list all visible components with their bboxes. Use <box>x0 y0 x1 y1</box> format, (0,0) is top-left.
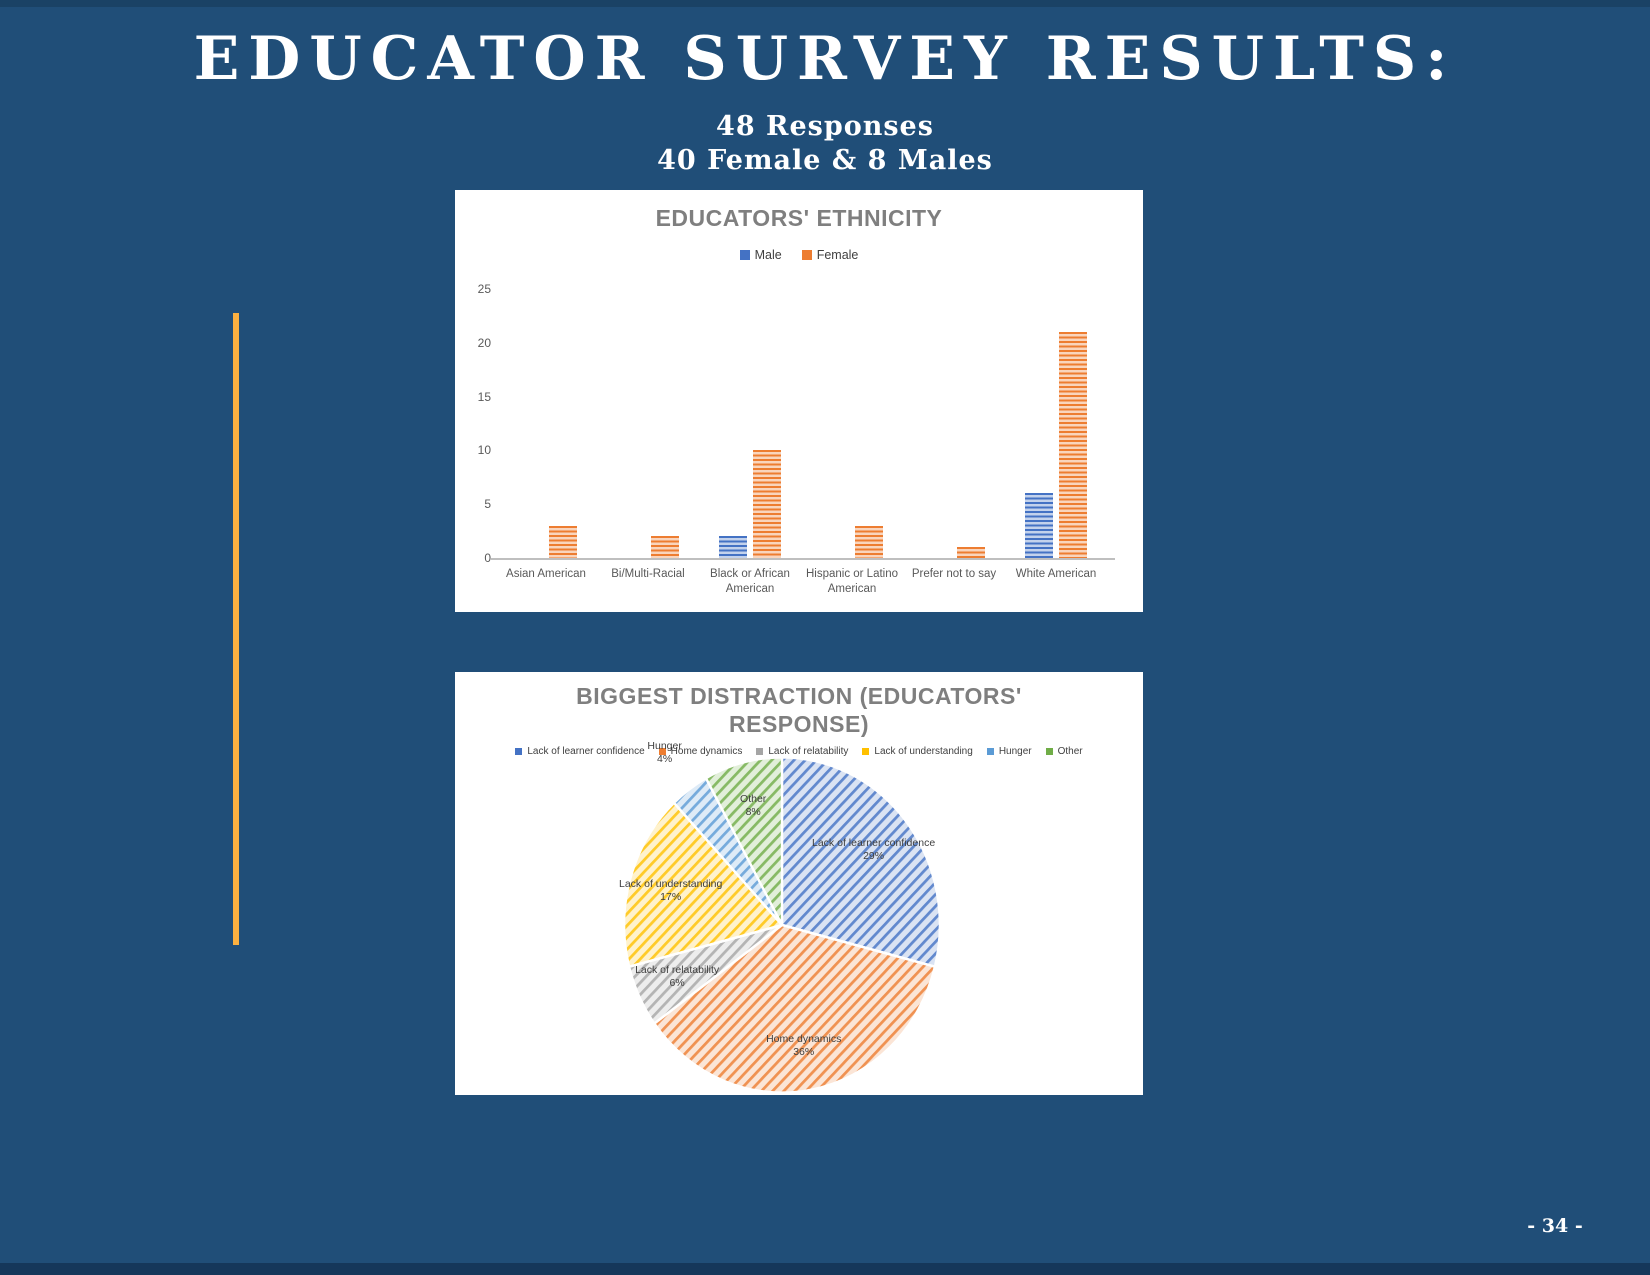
pie-slice-label-pct: 36% <box>793 1045 815 1058</box>
pie-chart-area: Lack of learner confidence 29% Home dynami… <box>455 672 1143 1095</box>
pie-slice-label-pct: 17% <box>660 890 682 903</box>
pie-legend-swatch-5 <box>1045 748 1053 755</box>
bar-chart-plot: 0 5 10 15 20 25 Asian American Bi/Multi-Racial B… <box>455 190 1143 612</box>
pie-legend-label: Other <box>1057 746 1083 757</box>
bar-chart-title: EDUCATORS' ETHNICITY <box>655 205 943 231</box>
pie-slice-1 <box>652 923 937 1094</box>
pie-legend-label: Lack of understanding <box>874 746 973 757</box>
accent-line <box>233 313 239 945</box>
bar-male-5 <box>1025 493 1053 558</box>
bar-chart-legend: Male Female <box>455 248 1143 262</box>
y-axis-label-10: 10 <box>477 443 491 458</box>
pie-slice-label-text: Hunger <box>647 740 682 753</box>
pie-slice-label-text: Lack of learner confidence <box>812 836 936 849</box>
pie-chart-legend: Lack of learner confidence Home dynamics L… <box>455 746 1143 757</box>
bar-legend-swatch-female <box>801 250 812 260</box>
pie-chart <box>622 756 942 1094</box>
x-axis-line <box>491 558 1115 560</box>
pie-legend-item-2: Lack of relatability <box>756 746 848 757</box>
pie-slice-0 <box>780 756 942 969</box>
bar-chart-panel: EDUCATORS' ETHNICITY Male Female 0 5 10 15 20… <box>455 190 1143 612</box>
bar-male-2 <box>719 536 747 558</box>
pie-slice-label-text: Other <box>740 792 767 805</box>
bottom-edge-strip <box>0 1263 1650 1275</box>
y-axis-label-20: 20 <box>477 335 491 350</box>
pie-legend-swatch-3 <box>862 748 870 755</box>
pie-chart-panel: BIGGEST DISTRACTION (EDUCATORS' RESPONSE… <box>455 672 1143 1095</box>
pie-slice-label-pct: 8% <box>745 805 761 818</box>
pie-legend-item-5: Other <box>1045 746 1083 757</box>
pie-slice-label-text: Lack of relatability <box>635 964 720 977</box>
bar-group-4 <box>903 190 1005 558</box>
top-edge-strip <box>0 0 1650 7</box>
pie-chart-title: BIGGEST DISTRACTION (EDUCATORS' RESPONSE… <box>576 683 1022 737</box>
bar-legend-swatch-male <box>739 250 750 260</box>
pie-slice-label-pct: 6% <box>669 977 685 990</box>
pie-slice-label-pct: 4% <box>657 753 673 766</box>
bar-female-2 <box>753 450 781 558</box>
x-axis-label-5: White American <box>1015 568 1097 580</box>
bar-group-1 <box>597 190 699 558</box>
bar-group-2 <box>699 190 801 558</box>
y-axis-label-15: 15 <box>477 389 491 404</box>
pie-slice-label-3: Lack of understanding 17% <box>619 878 722 904</box>
pie-slice-5 <box>704 756 784 926</box>
pie-legend-label: Lack of relatability <box>768 746 849 757</box>
x-axis-label-1: Bi/Multi-Racial <box>611 568 685 580</box>
x-axis-label-3: Hispanic or Latino American <box>805 568 899 595</box>
pie-slice-3 <box>622 801 785 969</box>
pie-slice-label-4: Hunger 4% <box>647 740 681 766</box>
pie-legend-label: Home dynamics <box>670 746 743 757</box>
pie-slice-label-5: Other 8% <box>740 793 766 819</box>
pie-slice-label-text: Home dynamics <box>766 1032 842 1045</box>
bar-group-5 <box>1005 190 1107 558</box>
bar-female-1 <box>651 536 679 558</box>
y-axis-label-5: 5 <box>484 497 491 512</box>
pie-legend-item-1: Home dynamics <box>658 746 743 757</box>
bar-legend-item-female: Female <box>801 248 859 262</box>
pie-legend-item-0: Lack of learner confidence <box>515 746 645 757</box>
bar-legend-label: Male <box>754 248 782 262</box>
subtitle-responses: 48 Responses <box>716 111 934 142</box>
bar-female-0 <box>549 525 577 558</box>
bar-legend-item-male: Male <box>739 248 782 262</box>
y-axis-label-25: 25 <box>477 282 491 296</box>
pie-legend-swatch-2 <box>756 748 764 755</box>
y-axis-label-0: 0 <box>484 551 491 565</box>
pie-legend-swatch-0 <box>515 748 523 755</box>
x-axis-label-0: Asian American <box>506 568 586 580</box>
bar-female-5 <box>1059 332 1087 558</box>
x-axis-label-4: Prefer not to say <box>911 568 997 580</box>
page-number: - 34 - <box>1527 1215 1583 1237</box>
x-axis-label-2: Black or African American <box>710 568 790 595</box>
bar-group-3 <box>801 190 903 558</box>
bar-legend-label: Female <box>816 248 859 262</box>
bar-female-4 <box>957 547 985 558</box>
pie-legend-label: Hunger <box>998 746 1032 757</box>
page-title: EDUCATOR SURVEY RESULTS: <box>193 24 1457 94</box>
bar-group-0 <box>495 190 597 558</box>
pie-slice-label-0: Lack of learner confidence 29% <box>812 837 935 863</box>
pie-legend-swatch-4 <box>986 748 994 755</box>
pie-legend-label: Lack of learner confidence <box>527 746 645 757</box>
subtitle-gender-split: 40 Female & 8 Males <box>657 145 993 176</box>
bar-female-3 <box>855 525 883 558</box>
pie-legend-item-4: Hunger <box>986 746 1032 757</box>
pie-legend-swatch-1 <box>658 748 666 755</box>
page-subtitle: 48 Responses 40 Female & 8 Males <box>0 110 1650 178</box>
pie-slice-label-text: Lack of understanding <box>619 877 723 890</box>
pie-slice-label-2: Lack of relatability 6% <box>635 964 719 990</box>
pie-slice-label-1: Home dynamics 36% <box>766 1033 841 1059</box>
pie-legend-item-3: Lack of understanding <box>862 746 973 757</box>
pie-slice-label-pct: 29% <box>863 849 885 862</box>
